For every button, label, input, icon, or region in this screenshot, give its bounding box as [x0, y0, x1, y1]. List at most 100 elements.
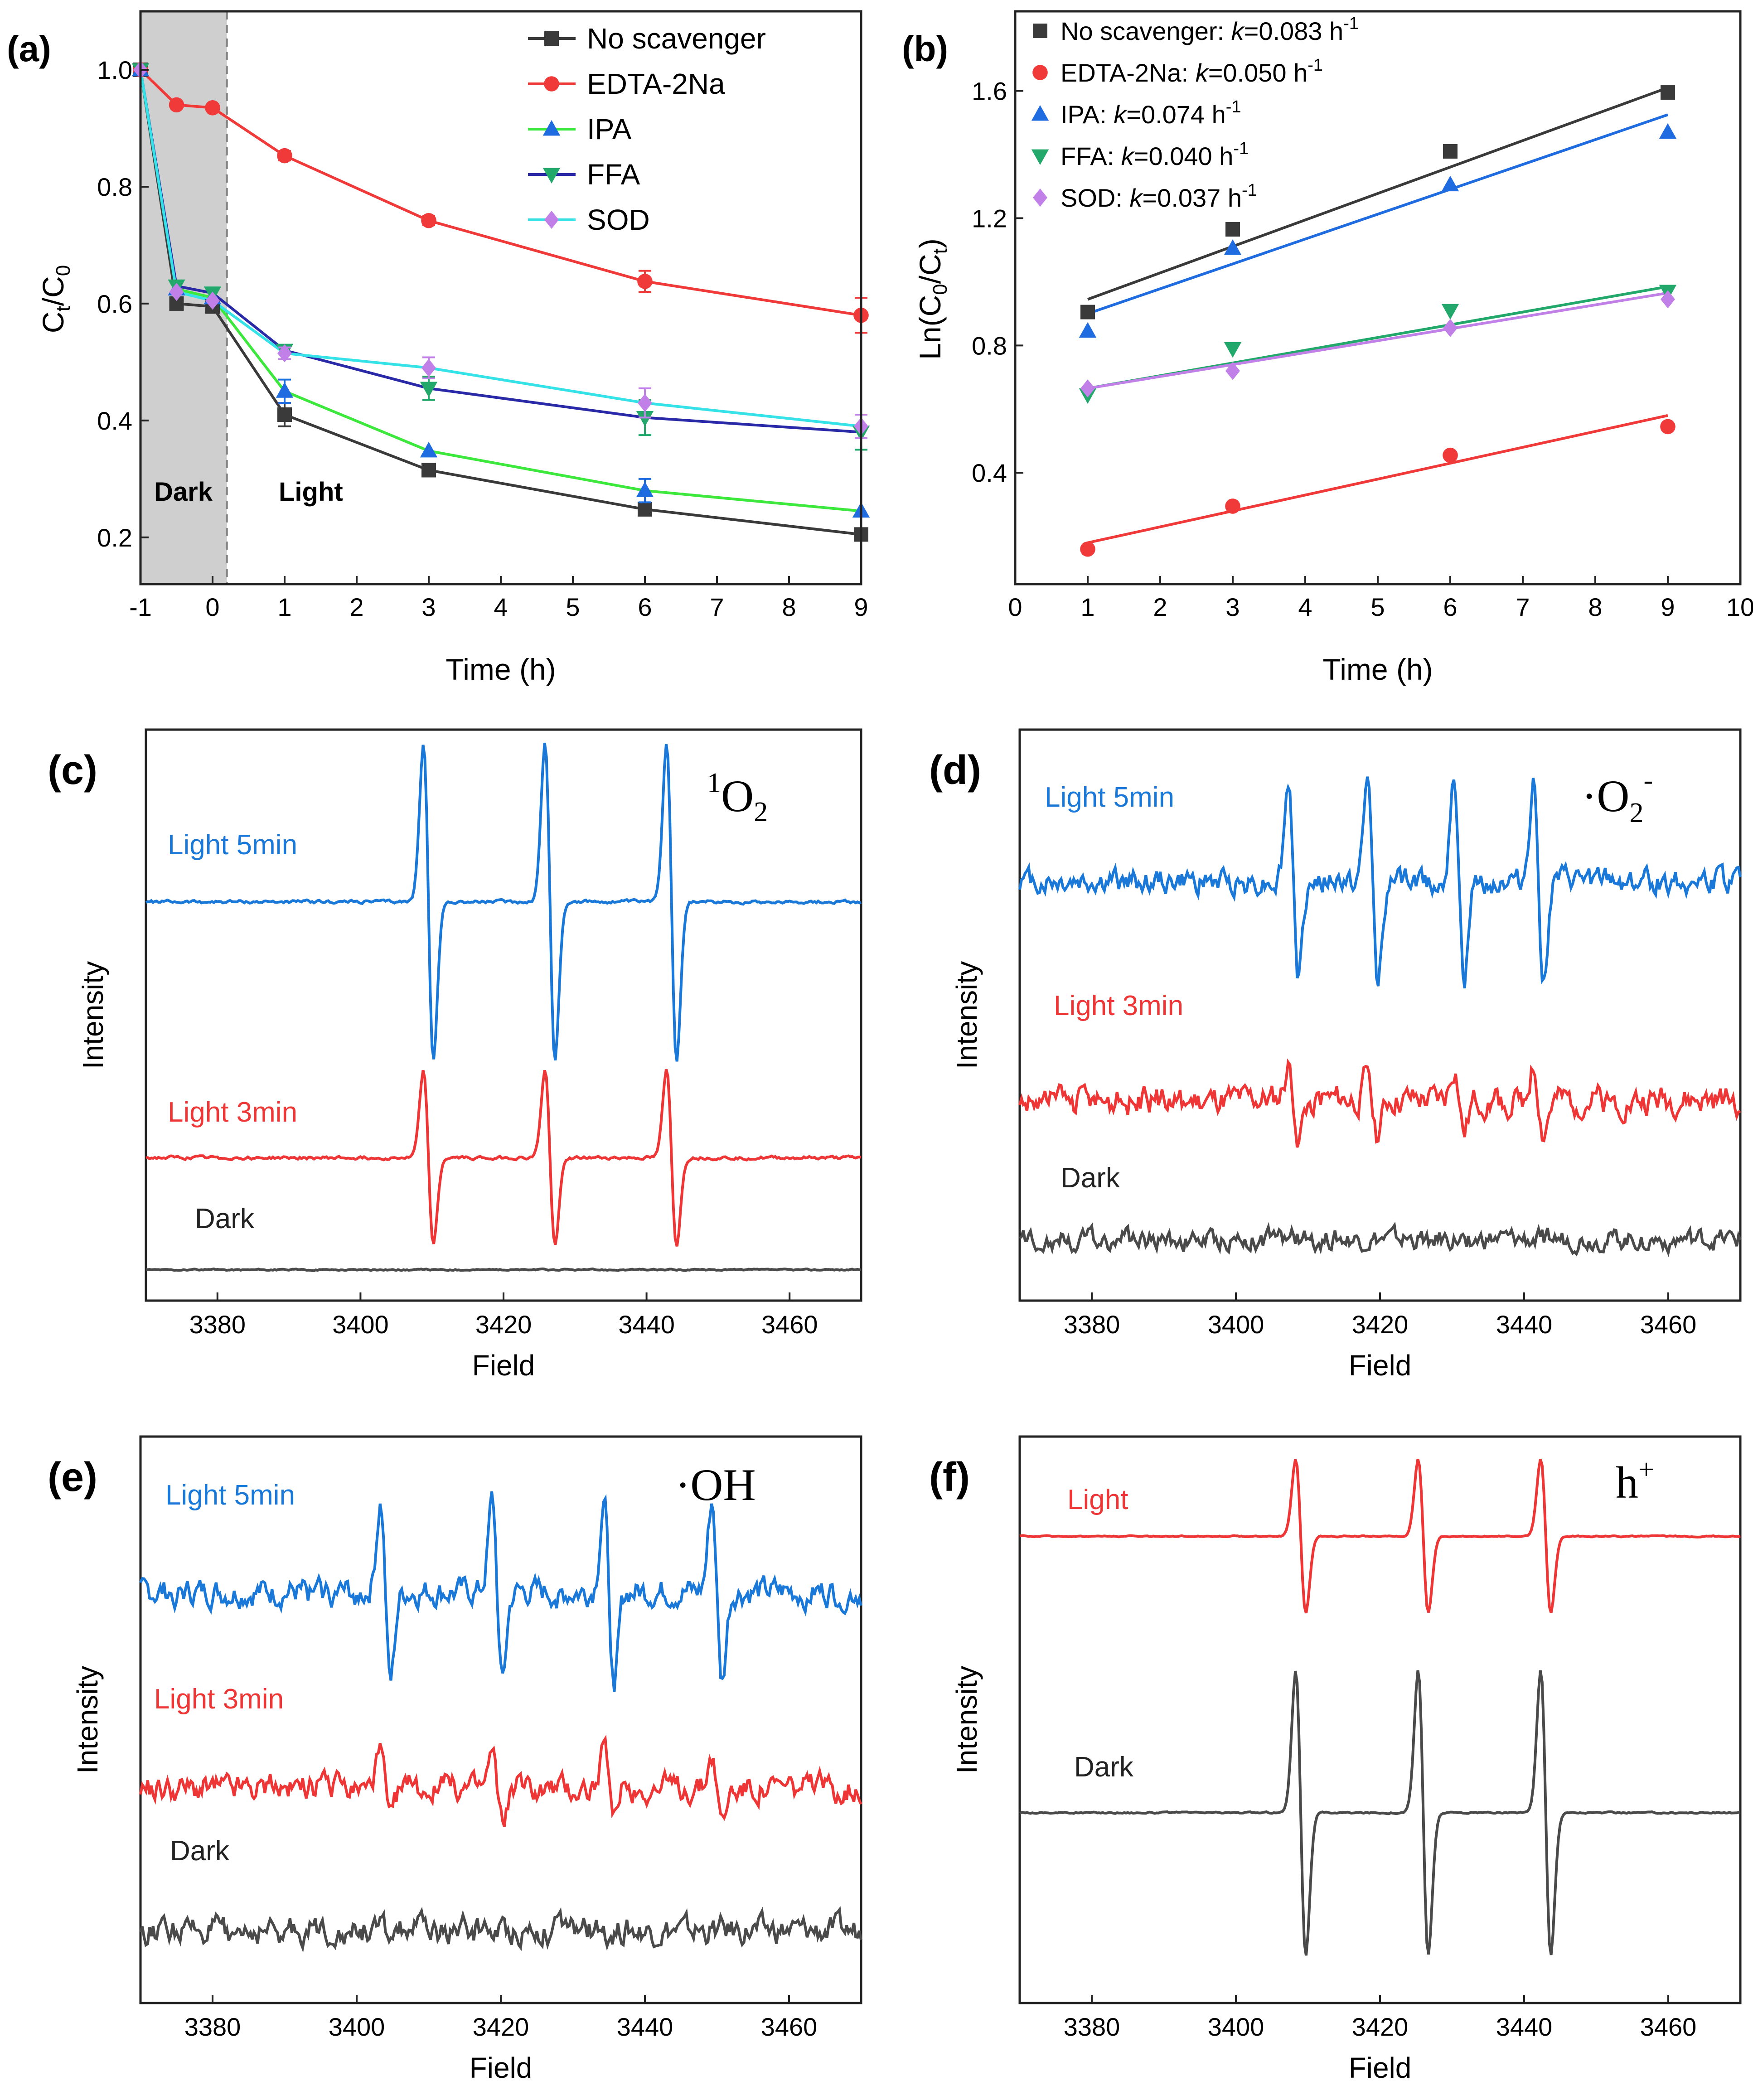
panel-b-fit-lines	[1087, 86, 1669, 544]
y-tick-label: 0.6	[97, 290, 132, 318]
data-point-4-5	[638, 394, 652, 412]
x-tick-label: 3440	[618, 1310, 675, 1339]
panel-c-chart: (c) 1O2 3380 3400 3420 3440 3460 Field Intensi…	[48, 728, 862, 1382]
series-line-1	[139, 68, 862, 317]
legend-label: EDTA-2Na: k=0.050 h-1	[1061, 56, 1323, 87]
data-point-4-3	[277, 344, 292, 363]
panel-f-letter: (f)	[929, 1455, 970, 1500]
y-tick-label: 0.8	[972, 331, 1007, 360]
data-point-2-0	[1079, 322, 1097, 338]
x-tick-label: 3420	[475, 1310, 532, 1339]
legend-label: IPA	[587, 113, 632, 145]
legend-marker	[1033, 189, 1047, 207]
x-tick-label: 0	[205, 593, 219, 621]
legend-marker	[1032, 65, 1048, 80]
panel-c-letter: (c)	[48, 748, 97, 793]
ya-sub-t: t	[52, 306, 74, 311]
panel-e-species-label: ·OH	[675, 1460, 756, 1510]
svg-text:Ct/C0: Ct/C0	[36, 265, 74, 333]
panel-f-chart: (f) h+ 3380 3400 3420 3440 3460 Field Intensit…	[929, 1435, 1742, 2084]
x-tick-label: 3	[421, 593, 436, 621]
x-tick-label: 3420	[473, 2013, 529, 2041]
x-tick-label: 7	[710, 593, 724, 621]
panel-a-x-axis-title: Time (h)	[446, 653, 556, 686]
x-tick-label: 1	[1080, 593, 1094, 621]
fit-line-1	[1087, 414, 1668, 544]
spectrum-2	[139, 1906, 862, 1953]
spectrum-0	[1019, 1458, 1741, 1614]
x-tick-label: 3440	[1496, 2013, 1553, 2041]
data-point-3-1	[1224, 342, 1242, 358]
data-point-3-5	[636, 411, 654, 427]
spectrum-1	[1018, 1058, 1741, 1148]
fit-line-2	[1087, 113, 1668, 315]
x-tick-label: 3420	[1352, 1310, 1409, 1339]
y-tick-label: 1.6	[972, 77, 1007, 106]
x-axis-title: Field	[1349, 2052, 1412, 2084]
data-point-1-4	[421, 213, 436, 228]
legend-marker	[544, 76, 559, 92]
spectrum-label-2: Dark	[1061, 1162, 1120, 1194]
data-point-0-3	[277, 407, 292, 422]
series-line-3	[139, 69, 862, 434]
spectrum-label-1: Light 3min	[168, 1097, 297, 1128]
x-tick-label: 2	[1153, 593, 1167, 621]
axes-frame	[139, 1435, 862, 2004]
y-axis-title: Intensity	[77, 961, 109, 1069]
axes-frame	[1018, 1435, 1742, 2004]
legend-label: EDTA-2Na	[587, 68, 725, 100]
x-tick-label: 3380	[1064, 1310, 1120, 1339]
x-tick-label: 3440	[617, 2013, 673, 2041]
panel-f-species-label: h+	[1616, 1454, 1654, 1508]
x-tick-label: 3400	[1208, 1310, 1264, 1339]
spectrum-label-1: Light 3min	[154, 1684, 284, 1715]
spectrum-0	[139, 1491, 862, 1692]
y-axis-title: Intensity	[71, 1666, 104, 1774]
data-point-2-3	[1659, 123, 1677, 139]
data-point-1-2	[205, 100, 220, 116]
y-tick-label: 1.2	[972, 204, 1007, 232]
panel-b-legend: No scavenger: k=0.083 h-1 EDTA-2Na: k=0.0…	[1031, 14, 1359, 212]
x-tick-label: 3400	[1208, 2013, 1264, 2041]
fit-line-0	[1087, 86, 1669, 301]
x-tick-label: 3400	[329, 2013, 385, 2041]
y-tick-label: 0.2	[97, 523, 132, 552]
legend-label: SOD	[587, 203, 650, 236]
spectrum-label-0: Light 5min	[1045, 782, 1174, 813]
legend-marker	[542, 120, 561, 136]
data-point-2-4	[420, 441, 438, 458]
spectrum-0	[1018, 776, 1742, 989]
spectrum-label-1: Dark	[1074, 1752, 1134, 1783]
y-axis-title: Intensity	[950, 1666, 983, 1774]
panel-b-chart: (b) 0 1 2 3 4 5 6 7 8 9 10 0.4 0.8 1.2 1.6 Time (h) Ln…	[902, 10, 1753, 686]
x-tick-label: 3460	[1640, 1310, 1697, 1339]
x-tick-label: 2	[349, 593, 363, 621]
panel-a-chart: (a) -1 0 1 2 3 4 5 6 7 8 9 0.2 0.4 0.6 0.8 1.0 Dark Lig…	[7, 10, 870, 686]
x-tick-label: 7	[1516, 593, 1530, 621]
x-tick-label: 3460	[761, 2013, 818, 2041]
data-point-3-2	[1441, 304, 1459, 320]
legend-label: No scavenger: k=0.083 h-1	[1061, 14, 1359, 45]
data-point-1-2	[1443, 447, 1458, 463]
legend-marker	[1033, 24, 1047, 38]
spectrum-1	[145, 1069, 862, 1247]
data-point-2-5	[636, 481, 654, 498]
legend-label: No scavenger	[587, 22, 766, 55]
data-point-0-3	[1661, 85, 1675, 100]
panel-d-species-label: ·O2-	[1582, 765, 1653, 828]
legend-marker	[1031, 149, 1049, 165]
data-point-3-4	[420, 382, 438, 397]
panel-b-y-axis-title: Ln(C0/Ct)	[913, 238, 951, 360]
x-tick-label: 3460	[761, 1310, 818, 1339]
panel-e-letter: (e)	[48, 1455, 97, 1500]
x-tick-label: 0	[1008, 593, 1022, 621]
spectrum-2	[145, 1267, 862, 1273]
spectrum-1	[139, 1734, 862, 1827]
data-point-1-0	[1080, 541, 1095, 557]
panel-c-species-label: 1O2	[707, 768, 768, 827]
spectrum-label-0: Light	[1067, 1484, 1128, 1515]
panel-d-chart: (d) ·O2- 3380 3400 3420 3440 3460 Field Intens…	[929, 728, 1742, 1382]
x-tick-label: 4	[1298, 593, 1312, 621]
x-tick-label: 6	[1443, 593, 1457, 621]
panel-a-ticks: -1 0 1 2 3 4 5 6 7 8 9 0.2 0.4 0.6 0.8 1.0	[97, 56, 868, 621]
